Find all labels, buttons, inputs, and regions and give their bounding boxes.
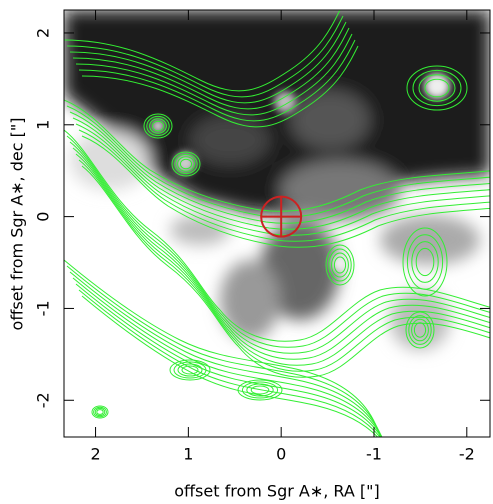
contour bbox=[66, 135, 490, 348]
contour bbox=[143, 113, 173, 139]
contour bbox=[411, 241, 439, 283]
y-tick-label: 0 bbox=[34, 212, 53, 222]
contour bbox=[81, 135, 490, 248]
contour bbox=[69, 271, 383, 437]
contour bbox=[91, 405, 109, 419]
contour bbox=[250, 385, 270, 395]
contour bbox=[78, 129, 490, 242]
contour bbox=[64, 259, 381, 437]
contour bbox=[181, 365, 199, 375]
contour bbox=[72, 27, 350, 110]
contour bbox=[179, 158, 193, 170]
contour bbox=[241, 381, 279, 399]
x-tick-label: 1 bbox=[183, 445, 193, 464]
contour bbox=[412, 69, 462, 107]
contour bbox=[94, 407, 106, 417]
contour bbox=[408, 315, 432, 345]
contour bbox=[406, 234, 444, 290]
contour bbox=[173, 361, 207, 379]
contour bbox=[331, 252, 349, 278]
contour bbox=[64, 99, 490, 212]
contour bbox=[78, 39, 356, 122]
plot-frame bbox=[63, 9, 491, 438]
y-tick-label: 1 bbox=[34, 120, 53, 130]
contour bbox=[96, 409, 104, 415]
contour bbox=[64, 129, 490, 342]
y-tick-label: -1 bbox=[34, 300, 53, 316]
contour bbox=[328, 248, 352, 282]
contour bbox=[237, 379, 283, 401]
contour bbox=[75, 153, 490, 366]
contour bbox=[72, 147, 490, 360]
contour bbox=[93, 406, 107, 418]
contour bbox=[69, 111, 490, 224]
contour bbox=[64, 10, 341, 92]
contours bbox=[64, 10, 490, 437]
y-tick-label: -2 bbox=[34, 392, 53, 408]
contour bbox=[75, 33, 353, 116]
contour bbox=[66, 15, 344, 98]
contour bbox=[151, 120, 165, 132]
contour bbox=[411, 318, 429, 342]
contour bbox=[169, 359, 211, 381]
axes: 2 1 0 -1 -2 -2 -1 0 1 2 bbox=[34, 10, 490, 464]
contour bbox=[177, 156, 195, 172]
contour bbox=[146, 115, 170, 137]
x-tick-label: -2 bbox=[459, 445, 475, 464]
x-tick-label: -1 bbox=[366, 445, 382, 464]
contour bbox=[246, 383, 274, 397]
contour bbox=[174, 153, 198, 175]
contour bbox=[149, 118, 167, 134]
y-tick-label: 2 bbox=[34, 28, 53, 38]
contour bbox=[72, 117, 490, 230]
contour bbox=[69, 141, 490, 354]
contour bbox=[406, 65, 468, 111]
x-tick-label: 0 bbox=[276, 445, 286, 464]
contour bbox=[81, 45, 359, 128]
contour bbox=[325, 244, 355, 286]
contour bbox=[81, 295, 379, 437]
contour bbox=[171, 151, 201, 177]
contour bbox=[333, 256, 347, 274]
x-tick-label: 2 bbox=[90, 445, 100, 464]
contour bbox=[413, 322, 427, 338]
contour bbox=[402, 227, 448, 297]
contour bbox=[78, 289, 381, 437]
y-axis-label: offset from Sgr A∗, dec ["] bbox=[8, 118, 27, 331]
contour bbox=[177, 363, 203, 377]
contour bbox=[424, 78, 450, 98]
image bbox=[64, 10, 490, 437]
contour bbox=[415, 247, 435, 277]
contour bbox=[418, 74, 456, 102]
x-axis-label: offset from Sgr A∗, RA ["] bbox=[174, 482, 380, 501]
contour bbox=[69, 21, 347, 104]
contour bbox=[405, 311, 435, 349]
contour bbox=[72, 277, 383, 437]
contour bbox=[66, 265, 382, 437]
